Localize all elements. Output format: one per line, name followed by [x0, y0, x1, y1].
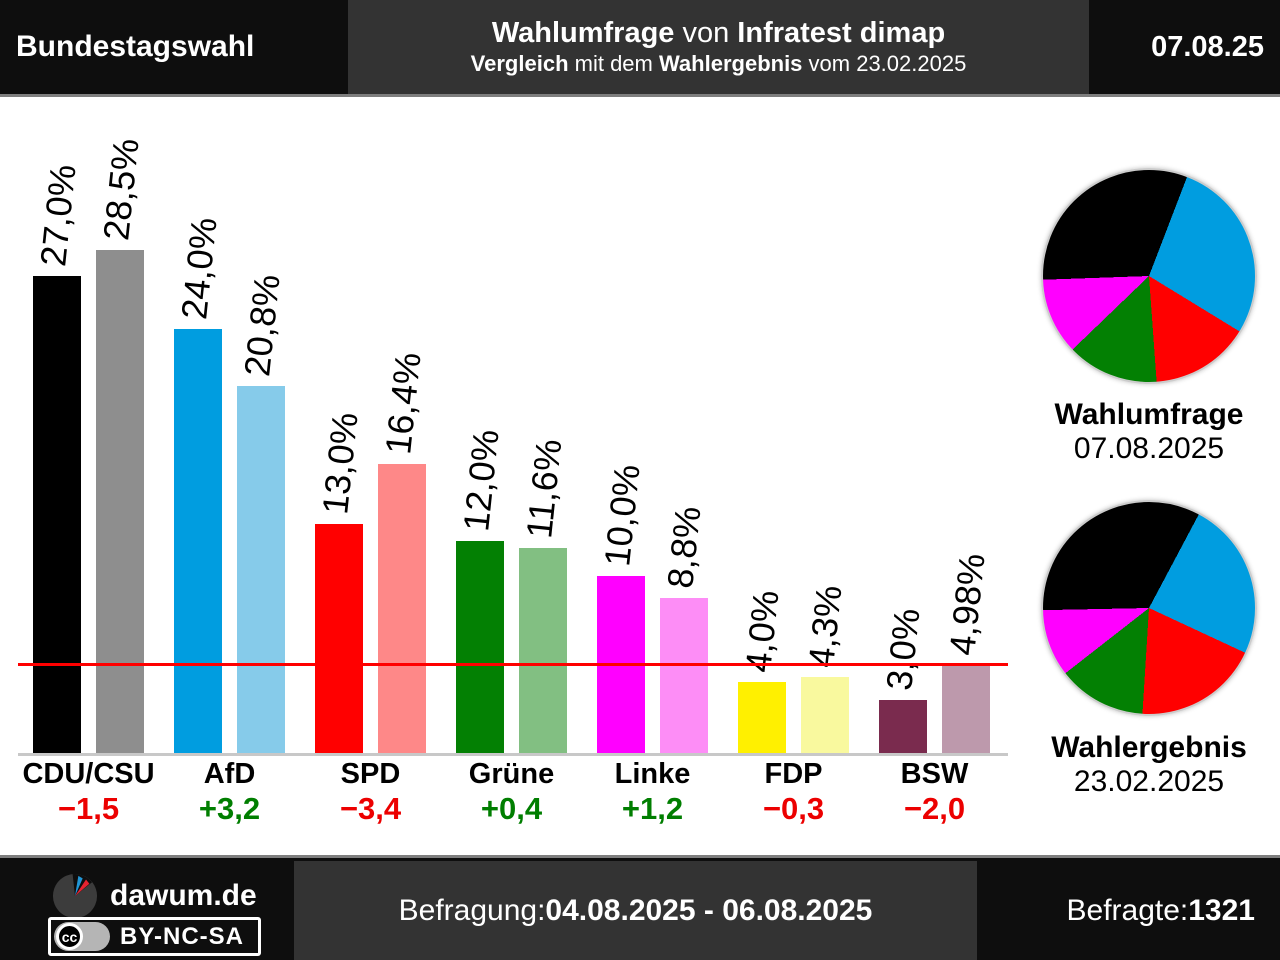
party-label-fdp: FDP — [764, 758, 823, 790]
bar-result-spd — [378, 464, 426, 753]
comparison-line: Vergleich mit dem Wahlergebnis vom 23.02… — [470, 51, 967, 76]
brand-name: dawum.de — [110, 879, 257, 912]
diff-label-fdp: −0,3 — [762, 791, 825, 826]
pie-title-result: Wahlergebnis — [1051, 731, 1247, 764]
bar-value-result-fdp: 4,3% — [800, 583, 850, 670]
bar-value-poll-bsw: 3,0% — [878, 606, 928, 693]
diff-label-spd: −3,4 — [339, 791, 402, 826]
respondents-count: Befragte: 1321 — [1066, 893, 1256, 927]
bar-poll-cdu-csu — [33, 276, 81, 753]
bar-poll-gruene — [456, 541, 504, 753]
five-percent-threshold-line — [18, 663, 1008, 666]
bar-chart-area: 27,0% 28,5% CDU/CSU −1,5 24,0% 20,8% AfD +3,2 13… — [0, 97, 1280, 855]
bar-value-poll-spd: 13,0% — [314, 410, 366, 517]
bar-result-fdp — [801, 677, 849, 753]
cc-icon: cc — [56, 923, 83, 950]
pie-title-poll: Wahlumfrage — [1054, 398, 1244, 431]
bar-value-result-gruene: 11,6% — [518, 437, 570, 541]
party-label-spd: SPD — [340, 758, 401, 790]
x-axis-line — [18, 753, 1008, 756]
header-center: Wahlumfrage von Infratest dimap Vergleic… — [348, 0, 1089, 94]
party-label-gruene: Grüne — [468, 758, 555, 790]
cc-pill: cc — [54, 922, 110, 951]
brand-row: dawum.de — [52, 873, 257, 919]
diff-label-gruene: +0,4 — [480, 791, 543, 826]
party-label-linke: Linke — [614, 758, 691, 790]
pie-caption-poll: Wahlumfrage 07.08.2025 — [1021, 398, 1277, 466]
bar-poll-fdp — [738, 682, 786, 753]
diff-label-afd: +3,2 — [198, 791, 261, 826]
pie-date-poll: 07.08.2025 — [1073, 432, 1225, 465]
bar-result-linke — [660, 598, 708, 753]
cc-license-text: BY-NC-SA — [120, 922, 245, 950]
bar-value-poll-linke: 10,0% — [596, 462, 648, 569]
header-bar: Bundestagswahl Wahlumfrage von Infratest… — [0, 0, 1280, 97]
diff-label-bsw: −2,0 — [903, 791, 966, 826]
bar-value-poll-gruene: 12,0% — [455, 427, 507, 534]
diff-label-cdu-csu: −1,5 — [57, 791, 120, 826]
cc-license-badge: cc BY-NC-SA — [48, 917, 262, 956]
bar-value-result-cdu-csu: 28,5% — [95, 136, 147, 243]
bar-result-cdu-csu — [96, 250, 144, 753]
bar-result-afd — [237, 386, 285, 753]
bar-poll-bsw — [879, 700, 927, 753]
bar-value-result-spd: 16,4% — [377, 350, 429, 457]
bar-value-poll-afd: 24,0% — [173, 215, 225, 322]
footer-bar: dawum.de cc BY-NC-SA Befragung: 04.08.20… — [0, 855, 1280, 960]
pie-caption-result: Wahlergebnis 23.02.2025 — [1021, 731, 1277, 799]
party-label-afd: AfD — [203, 758, 256, 790]
survey-period: Befragung: 04.08.2025 - 06.08.2025 — [294, 861, 977, 960]
pie-chart-poll — [1041, 168, 1257, 384]
poll-date: 07.08.25 — [1151, 30, 1264, 63]
bar-value-result-afd: 20,8% — [236, 272, 288, 379]
pie-date-result: 23.02.2025 — [1073, 765, 1225, 798]
bar-result-gruene — [519, 548, 567, 753]
party-label-cdu-csu: CDU/CSU — [22, 758, 155, 790]
diff-label-linke: +1,2 — [621, 791, 684, 826]
bar-value-result-linke: 8,8% — [659, 504, 709, 591]
poll-source-line: Wahlumfrage von Infratest dimap — [491, 17, 946, 49]
party-label-bsw: BSW — [900, 758, 969, 790]
bar-value-poll-fdp: 4,0% — [737, 588, 787, 675]
bar-poll-spd — [315, 524, 363, 753]
pie-chart-result — [1041, 500, 1257, 716]
bar-result-bsw — [942, 665, 990, 753]
bar-value-poll-cdu-csu: 27,0% — [32, 162, 84, 269]
footer-branding: dawum.de cc BY-NC-SA — [0, 861, 294, 960]
dawum-logo-icon — [52, 873, 98, 919]
bar-poll-afd — [174, 329, 222, 753]
election-title: Bundestagswahl — [16, 30, 255, 63]
bar-value-result-bsw: 4,98% — [941, 551, 993, 658]
